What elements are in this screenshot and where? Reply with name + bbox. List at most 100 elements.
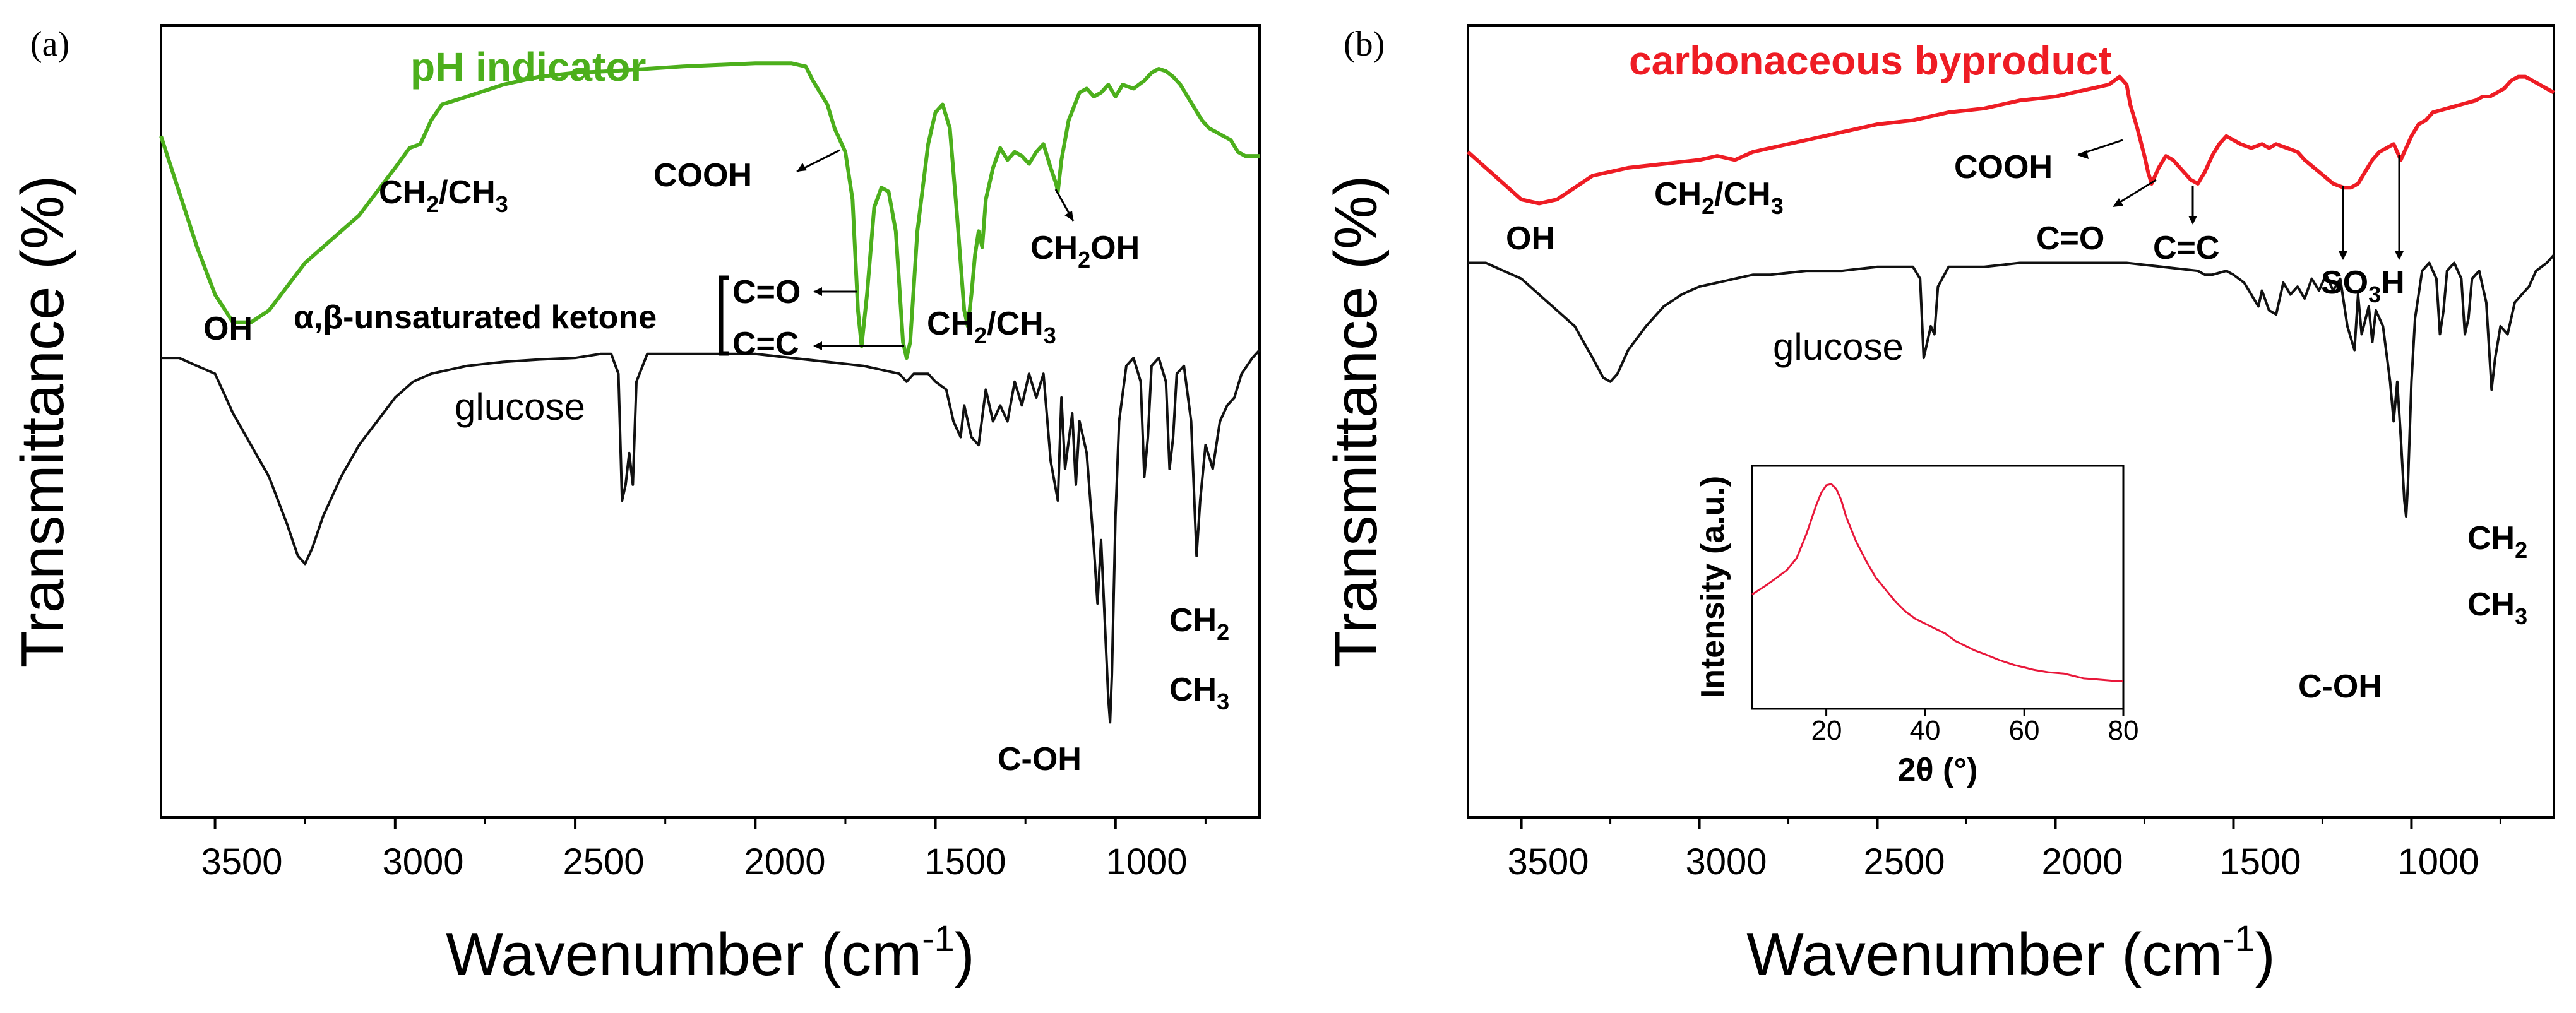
panel-b-xtick-label-1000: 1000 — [2397, 841, 2479, 882]
panel-b-inset-xtick-label-40: 40 — [1910, 715, 1941, 746]
panel-a-xtick-label-2500: 2500 — [563, 841, 644, 882]
panel-a-xlabel-sup: -1 — [922, 918, 955, 959]
panel-b-inset-xrd-line — [1751, 483, 2123, 682]
panel-b-glucose-label: glucose — [1773, 326, 1904, 368]
rest: /CH — [987, 305, 1044, 342]
panel-b-series-title: carbonaceous byproduct — [1629, 38, 2112, 83]
panel-b-cc-arrowhead — [2188, 216, 2197, 225]
panel-b-carbonaceous-line — [1467, 74, 2555, 206]
ch: CH — [927, 305, 974, 342]
panel-b-cooh-arrowhead — [2077, 150, 2089, 159]
panel-a-ph-indicator-line — [159, 61, 1260, 360]
sub: 2 — [426, 191, 439, 217]
panel-b-co-arrow — [2114, 179, 2157, 206]
panel-a-ketone-bracket — [719, 275, 729, 356]
panel-a: (a) 3500 3000 2500 2000 1500 1000 Wavenu… — [9, 24, 1261, 988]
panel-b-cc-label: C=C — [2153, 230, 2219, 266]
panel-b-xtick-label-3500: 3500 — [1507, 841, 1589, 882]
panel-a-y-axis-title: Transmittance (%) — [9, 175, 76, 668]
panel-b-xtick-label-3000: 3000 — [1685, 841, 1767, 882]
panel-a-xtick-label-1500: 1500 — [924, 841, 1006, 882]
panel-a-coh-label: C-OH — [998, 741, 1082, 778]
panel-b-so3h-arrowhead-1 — [2339, 251, 2347, 260]
panel-a-cooh-arrowhead — [797, 163, 807, 172]
panel-b-inset-xtick-label-60: 60 — [2009, 715, 2040, 746]
ch: CH — [1654, 176, 1702, 213]
panel-a-ch3-label: CH3 — [1169, 672, 1229, 714]
panel-a-ketone-label: α,β-unsaturated ketone — [294, 299, 657, 336]
panel-a-xtick-label-3000: 3000 — [382, 841, 463, 882]
panel-a-tag: (a) — [30, 25, 69, 64]
panel-b-x-axis-title: Wavenumber (cm-1) — [1746, 918, 2275, 988]
panel-b: (b) 3500 3000 2500 2000 1500 1000 Wavenu… — [1322, 24, 2555, 988]
panel-b-x-tick-labels: 3500 3000 2500 2000 1500 1000 — [1507, 841, 2479, 882]
panel-a-co-label: C=O — [732, 274, 801, 311]
panel-b-oh-label: OH — [1506, 220, 1555, 257]
panel-b-inset-frame — [1751, 465, 2125, 710]
panel-a-glucose-line — [161, 349, 1261, 724]
sub: 2 — [974, 323, 987, 348]
panel-b-ch3-label: CH3 — [2467, 586, 2527, 629]
panel-a-plot-frame — [160, 24, 1261, 819]
panel-a-x-ticks — [213, 817, 1207, 829]
ch: CH — [379, 174, 426, 211]
panel-b-inset-y-axis-title: Intensity (a.u.) — [1695, 476, 1731, 698]
panel-b-xlabel-main: Wavenumber (cm — [1746, 921, 2222, 988]
panel-a-x-axis-title: Wavenumber (cm-1) — [446, 918, 974, 988]
panel-b-so3h-arrowhead-2 — [2395, 251, 2404, 260]
panel-a-cc-arrowhead — [813, 341, 822, 350]
panel-a-oh-label: OH — [203, 311, 253, 347]
panel-b-co-label: C=O — [2036, 220, 2104, 257]
sub: 3 — [2515, 603, 2527, 629]
ch: CH — [1169, 672, 1217, 708]
panel-b-inset-xtick-label-20: 20 — [1811, 715, 1842, 746]
panel-b-x-ticks — [1520, 817, 2501, 829]
so: SO — [2321, 264, 2368, 301]
panel-b-inset-xtick-label-80: 80 — [2108, 715, 2139, 746]
ch: CH — [2467, 586, 2515, 623]
ch: CH — [2467, 520, 2515, 557]
panel-a-cc-label: C=C — [732, 326, 799, 362]
panel-a-xtick-label-3500: 3500 — [201, 841, 282, 882]
panel-b-plot-frame — [1467, 24, 2555, 819]
panel-b-so3h-label: SO3H — [2321, 264, 2405, 307]
sub2: 3 — [1044, 323, 1056, 348]
panel-b-xtick-label-2500: 2500 — [1863, 841, 1945, 882]
panel-a-xlabel-main: Wavenumber (cm — [446, 921, 922, 988]
panel-a-ch2oh-arrowhead — [1064, 211, 1073, 221]
panel-b-co-arrowhead — [2113, 198, 2123, 207]
panel-b-cooh-label: COOH — [1954, 149, 2053, 186]
sub2: 3 — [496, 191, 508, 217]
panel-a-glucose-label: glucose — [455, 386, 585, 428]
panel-a-ch2-label: CH2 — [1169, 602, 1229, 645]
panel-b-ch2-label: CH2 — [2467, 520, 2527, 563]
panel-b-xlabel-close: ) — [2255, 921, 2275, 988]
sub2: 3 — [1771, 193, 1784, 219]
panel-a-xtick-label-2000: 2000 — [744, 841, 825, 882]
panel-b-inset-x-axis-title: 2θ (°) — [1898, 752, 1978, 788]
panel-b-tag: (b) — [1344, 25, 1385, 64]
rest: /CH — [1714, 176, 1771, 213]
rest: OH — [1090, 230, 1140, 266]
sub: 3 — [2368, 281, 2381, 307]
panel-a-co-arrowhead — [813, 287, 822, 296]
panel-b-y-axis-title: Transmittance (%) — [1322, 175, 1390, 668]
rest: /CH — [439, 174, 496, 211]
panel-b-glucose-line — [1468, 254, 2555, 518]
ch: CH — [1169, 602, 1217, 639]
panel-a-series-title: pH indicator — [410, 44, 646, 90]
panel-b-ch2ch3-label: CH2/CH3 — [1654, 176, 1784, 219]
sub: 2 — [2515, 537, 2527, 563]
panel-a-xtick-label-1000: 1000 — [1106, 841, 1187, 882]
panel-b-coh-label: C-OH — [2298, 668, 2382, 705]
sub: 2 — [1217, 619, 1229, 645]
panel-b-xlabel-sup: -1 — [2222, 918, 2255, 959]
panel-a-ch2oh-label: CH2OH — [1030, 230, 1140, 273]
panel-b-xtick-label-1500: 1500 — [2219, 841, 2301, 882]
panel-a-x-tick-labels: 3500 3000 2500 2000 1500 1000 — [201, 841, 1187, 882]
panel-a-xlabel-close: ) — [955, 921, 975, 988]
panel-b-inset-x-ticks — [1825, 709, 2125, 716]
panel-a-cooh-label: COOH — [653, 157, 752, 194]
sub: 2 — [1702, 193, 1714, 219]
